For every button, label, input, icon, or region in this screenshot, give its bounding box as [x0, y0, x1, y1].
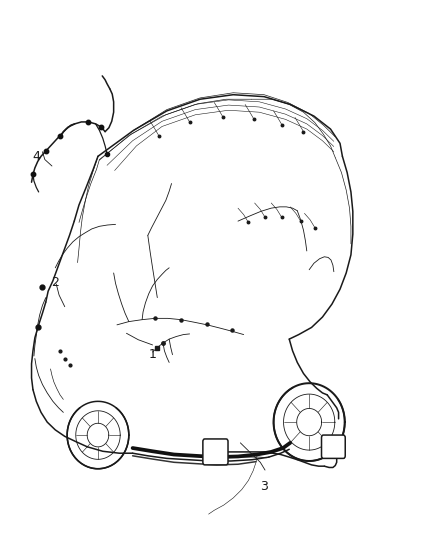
Polygon shape [323, 438, 343, 456]
Text: 4: 4 [32, 150, 40, 163]
FancyBboxPatch shape [203, 439, 228, 465]
Text: 3: 3 [260, 480, 268, 494]
Text: 2: 2 [51, 276, 59, 289]
Polygon shape [205, 441, 226, 462]
Text: 1: 1 [148, 348, 156, 360]
FancyBboxPatch shape [321, 435, 345, 458]
